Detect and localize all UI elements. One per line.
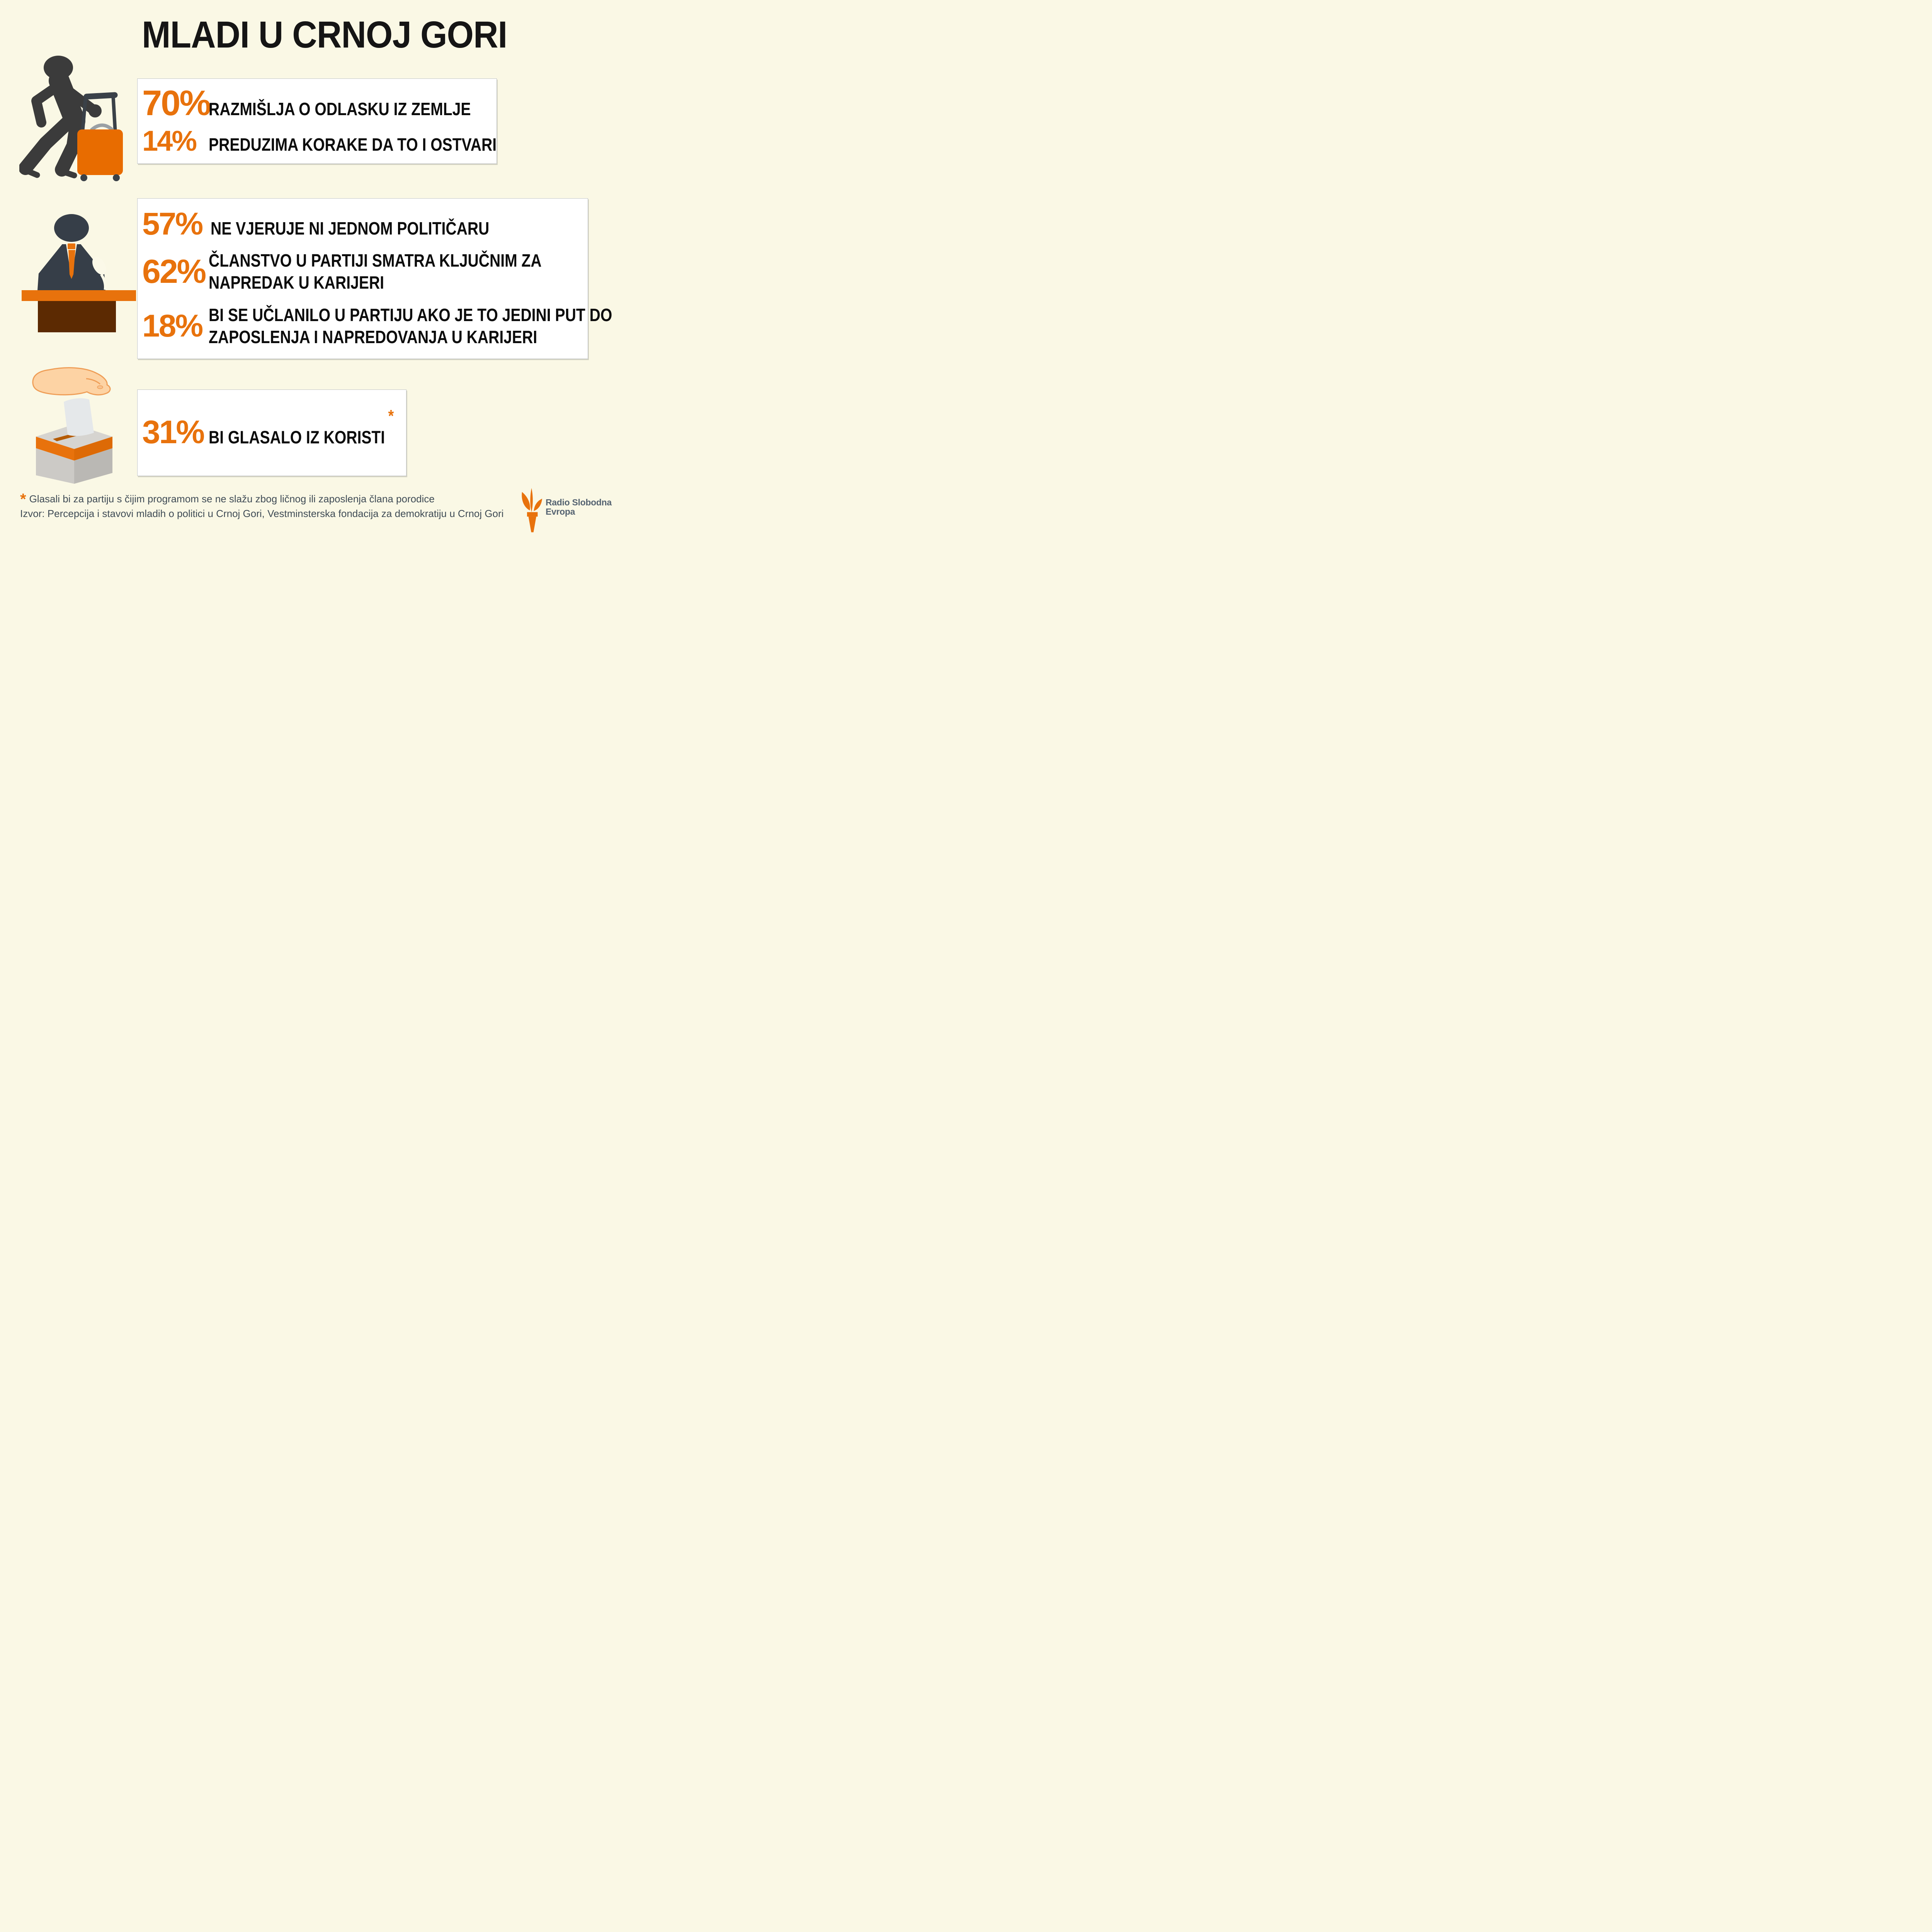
- suitcase-shape: [77, 129, 123, 175]
- logo-line1: Radio Slobodna: [546, 497, 612, 507]
- page-title: MLADI U CRNOJ GORI: [108, 13, 541, 56]
- politician-head: [54, 214, 89, 242]
- person-silhouette: [19, 70, 98, 179]
- stat-percent: 62%: [142, 253, 206, 290]
- microphone-icon: [92, 257, 107, 290]
- ballot-box-side: [74, 448, 112, 484]
- footnote-text: Glasali bi za partiju s čijim programom …: [29, 493, 435, 505]
- page-title-text: MLADI U CRNOJ GORI: [142, 14, 507, 56]
- suitcase-wheel: [113, 174, 120, 181]
- stat-row: 57% NE VJERUJE NI JEDNOM POLITIČARU: [142, 206, 588, 242]
- stat-label-line: BI GLASALO IZ KORISTI*: [209, 406, 394, 447]
- footnote-block: * Glasali bi za partiju s čijim programom…: [20, 490, 503, 521]
- stat-box-emigration: 70% RAZMIŠLJA O ODLASKU IZ ZEMLJE 14% PR…: [137, 78, 497, 164]
- infographic-canvas: MLADI U CRNOJ GORI: [0, 0, 618, 535]
- stat-box-voting: 31% BI GLASALO IZ KORISTI*: [137, 389, 406, 476]
- rfe-torch-icon: [521, 488, 543, 533]
- stat-percent: 18%: [142, 308, 203, 344]
- source-line: Izvor: Percepcija i stavovi mladih o pol…: [20, 508, 504, 519]
- footnote-star: *: [20, 491, 26, 508]
- politician-podium-graphic: [22, 214, 136, 332]
- stat-row: 70% RAZMIŠLJA O ODLASKU IZ ZEMLJE: [142, 83, 497, 123]
- ballot-paper: [64, 398, 94, 436]
- stat-label: ČLANSTVO U PARTIJI SMATRA KLJUČNIM ZA NA…: [209, 250, 542, 293]
- ballot-box-icon: [29, 363, 120, 484]
- stat-label: BI SE UČLANILO U PARTIJU AKO JE TO JEDIN…: [209, 305, 612, 347]
- traveler-suitcase-graphic: [19, 56, 123, 181]
- ballot-box-graphic: [32, 367, 112, 484]
- stat-percent: 31%: [142, 414, 205, 451]
- stat-percent: 70%: [142, 83, 211, 123]
- traveler-suitcase-icon: [19, 52, 128, 184]
- footnote-line: * Glasali bi za partiju s čijim programom…: [20, 490, 503, 508]
- politician-tie: [68, 243, 75, 279]
- logo-wordmark: Radio Slobodna Evropa: [546, 498, 612, 516]
- politician-suit: [37, 244, 105, 290]
- politician-podium-icon: [22, 213, 136, 332]
- stat-row: 18% BI SE UČLANILO U PARTIJU AKO JE TO J…: [142, 304, 612, 348]
- podium-top: [22, 290, 136, 301]
- podium-base: [38, 301, 116, 332]
- suitcase-handle: [81, 92, 118, 131]
- stat-row: 31% BI GLASALO IZ KORISTI*: [142, 406, 406, 451]
- stat-box-politics: 57% NE VJERUJE NI JEDNOM POLITIČARU 62% …: [137, 198, 612, 359]
- ballot-box-band: [36, 437, 74, 461]
- voter-hand: [32, 367, 111, 396]
- stat-label: BI GLASALO IZ KORISTI*: [209, 406, 427, 448]
- rfe-torch-graphic: [522, 488, 543, 532]
- footnote-marker: *: [388, 406, 394, 426]
- logo-line2: Evropa: [546, 507, 575, 517]
- stat-row: 62% ČLANSTVO U PARTIJI SMATRA KLJUČNIM Z…: [142, 250, 588, 294]
- ballot-box-front: [36, 448, 74, 484]
- stat-label: PREDUZIMA KORAKE DA TO I OSTVARI: [209, 134, 497, 155]
- stat-row: 14% PREDUZIMA KORAKE DA TO I OSTVARI: [142, 125, 497, 157]
- person-hand: [88, 104, 102, 117]
- stat-label: RAZMIŠLJA O ODLASKU IZ ZEMLJE: [209, 99, 471, 119]
- person-head: [44, 56, 73, 80]
- stat-label: NE VJERUJE NI JEDNOM POLITIČARU: [211, 218, 490, 238]
- stat-percent: 14%: [142, 125, 197, 157]
- stat-percent: 57%: [142, 206, 203, 242]
- ballot-box-band: [74, 437, 112, 461]
- suitcase-wheel: [80, 174, 87, 181]
- suitcase-strap: [90, 123, 114, 132]
